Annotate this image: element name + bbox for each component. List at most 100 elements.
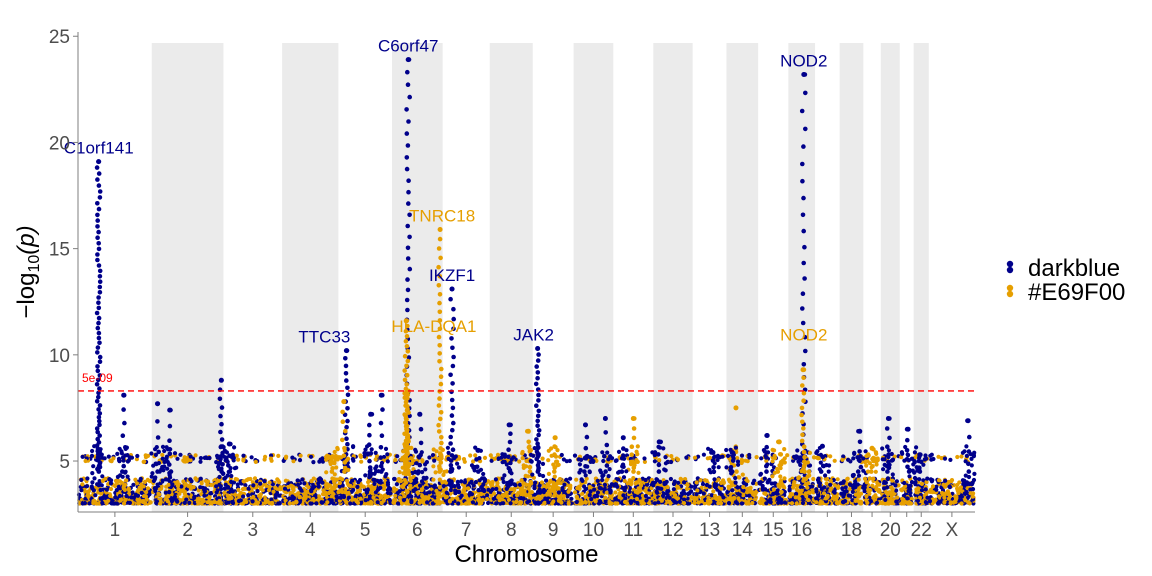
background-point	[569, 496, 574, 501]
background-point	[779, 497, 784, 502]
background-point	[550, 501, 555, 506]
background-point	[970, 487, 976, 492]
background-point	[593, 499, 598, 504]
peak-point	[96, 407, 101, 412]
background-point	[113, 495, 118, 500]
background-point	[637, 477, 642, 482]
background-point	[941, 482, 946, 487]
background-point	[80, 482, 85, 487]
background-point	[685, 501, 691, 506]
background-point	[316, 481, 321, 486]
background-point	[546, 500, 551, 505]
background-point	[93, 493, 98, 498]
background-point	[505, 494, 510, 499]
background-point	[716, 495, 722, 500]
background-point	[107, 477, 112, 482]
background-point	[267, 484, 272, 490]
background-point	[236, 498, 241, 504]
background-point	[957, 488, 962, 493]
background-point	[739, 453, 745, 458]
background-point	[560, 486, 565, 491]
background-point	[478, 491, 483, 497]
background-point	[448, 487, 453, 493]
background-point	[713, 493, 718, 498]
background-point	[226, 500, 231, 505]
background-point	[583, 494, 588, 499]
background-point	[427, 455, 432, 460]
background-point	[726, 486, 732, 491]
background-point	[842, 490, 847, 495]
background-point	[482, 455, 488, 460]
background-point	[165, 499, 170, 504]
background-point	[685, 483, 690, 488]
background-point	[196, 496, 201, 501]
background-point	[486, 500, 491, 506]
background-point	[791, 458, 796, 463]
background-point	[108, 481, 114, 486]
background-point	[818, 499, 824, 504]
background-point	[828, 482, 833, 487]
background-point	[230, 500, 236, 506]
background-point	[647, 491, 653, 496]
chromosome-band-4	[282, 43, 339, 512]
background-point	[338, 495, 343, 500]
background-point	[864, 498, 869, 503]
peak-point	[97, 290, 103, 295]
background-point	[241, 479, 246, 484]
background-point	[692, 500, 697, 506]
background-point	[642, 501, 647, 506]
background-point	[432, 458, 437, 463]
background-point	[99, 483, 104, 488]
background-point	[894, 488, 899, 493]
background-point	[794, 491, 799, 496]
background-point	[546, 458, 551, 463]
background-point	[929, 457, 934, 462]
background-point	[194, 477, 199, 482]
background-point	[127, 500, 132, 505]
background-point	[158, 501, 163, 506]
background-point	[420, 458, 425, 463]
background-point	[846, 457, 851, 462]
background-point	[595, 490, 601, 495]
background-point	[536, 500, 541, 505]
background-point	[191, 485, 196, 490]
background-point	[656, 500, 661, 505]
background-point	[488, 453, 493, 458]
background-point	[942, 495, 947, 500]
background-point	[391, 498, 397, 503]
background-point	[834, 500, 839, 506]
background-point	[947, 484, 952, 489]
background-point	[823, 476, 828, 481]
background-point	[613, 496, 618, 501]
background-point	[443, 495, 448, 500]
background-point	[363, 501, 368, 506]
background-point	[97, 479, 102, 484]
background-point	[532, 483, 537, 488]
background-point	[348, 501, 353, 506]
background-point	[532, 500, 538, 505]
background-point	[934, 484, 939, 489]
background-point	[283, 455, 288, 460]
background-point	[270, 500, 275, 505]
background-point	[160, 452, 165, 458]
background-point	[797, 496, 802, 501]
background-point	[302, 492, 307, 497]
background-point	[606, 457, 611, 462]
background-point	[725, 453, 731, 458]
background-point	[730, 496, 736, 501]
peak-point	[96, 300, 101, 306]
background-point	[461, 488, 466, 493]
background-point	[958, 485, 964, 490]
background-point	[681, 501, 687, 506]
background-point	[163, 490, 168, 495]
background-point	[129, 455, 135, 460]
background-point	[748, 485, 753, 490]
background-point	[946, 496, 952, 501]
background-point	[884, 490, 889, 495]
background-point	[381, 498, 386, 503]
background-point	[198, 476, 203, 481]
background-point	[566, 489, 571, 494]
background-point	[917, 495, 923, 500]
background-point	[568, 483, 573, 488]
background-point	[959, 494, 965, 499]
